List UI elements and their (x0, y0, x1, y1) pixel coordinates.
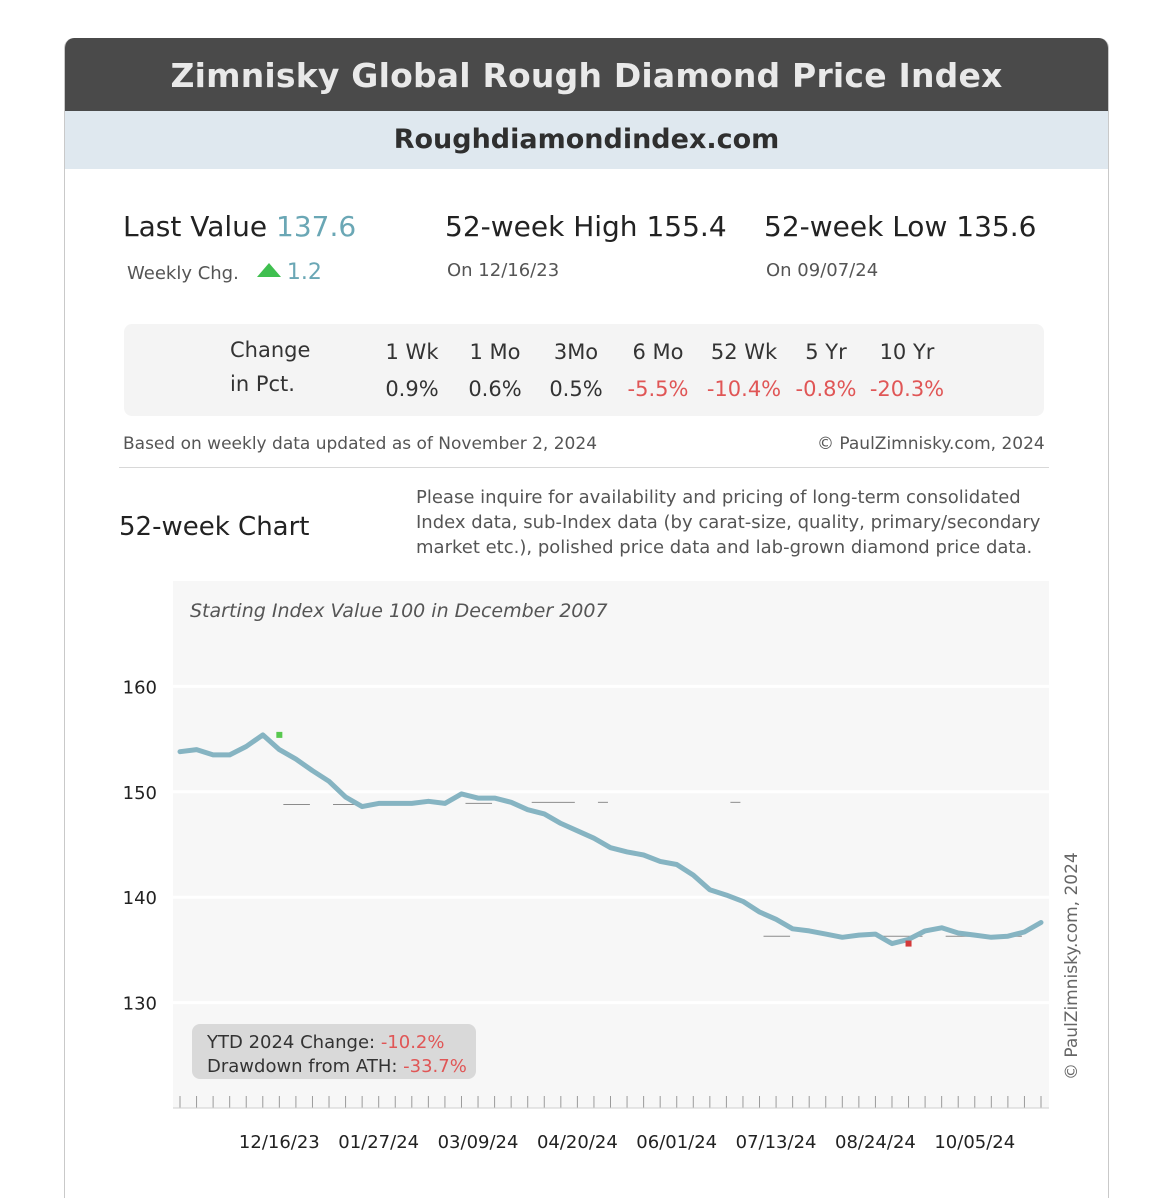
change-col-header: 52 Wk (710, 340, 778, 364)
x-tick-label: 03/09/24 (438, 1132, 519, 1153)
low-date: On 09/07/24 (766, 260, 879, 281)
change-col-header: 6 Mo (632, 340, 684, 364)
change-col-value: 0.9% (385, 377, 439, 401)
low-stat: 52-week Low 135.6 (764, 210, 1036, 243)
ytd-change-value: -10.2% (381, 1032, 445, 1053)
high-label: 52-week High (445, 210, 638, 243)
x-tick-label: 04/20/24 (537, 1132, 618, 1153)
change-col-value: -20.3% (869, 377, 945, 401)
change-col-header: 1 Mo (469, 340, 521, 364)
index-series-line (177, 732, 1044, 947)
summary-box (192, 1024, 476, 1079)
weekly-chg-label: Weekly Chg. (127, 263, 239, 284)
chart-annotation: Starting Index Value 100 in December 200… (190, 600, 608, 622)
drawdown-value: -33.7% (403, 1056, 467, 1077)
change-label-line2: in Pct. (230, 372, 295, 396)
change-col-value: 0.5% (549, 377, 603, 401)
high-point-marker (276, 731, 283, 738)
x-tick-label: 01/27/24 (338, 1132, 419, 1153)
inquire-line-1: Please inquire for availability and pric… (416, 487, 1021, 508)
inquire-line-2: Index data, sub-Index data (by carat-siz… (416, 512, 1041, 533)
plot-area (173, 581, 1049, 1108)
y-tick-label: 140 (123, 888, 157, 909)
x-tick-label: 07/13/24 (736, 1132, 817, 1153)
ytd-change: YTD 2024 Change: -10.2% (206, 1032, 445, 1053)
x-tick-label: 12/16/23 (239, 1132, 320, 1153)
chart-heading: 52-week Chart (119, 512, 310, 542)
x-tick-label: 06/01/24 (636, 1132, 717, 1153)
side-credit: © PaulZimnisky.com, 2024 (1062, 852, 1082, 1080)
change-col-header: 5 Yr (805, 340, 847, 364)
change-col-header: 3Mo (553, 340, 599, 364)
change-col-header: 10 Yr (879, 340, 935, 364)
copyright-note: © PaulZimnisky.com, 2024 (817, 434, 1045, 454)
divider (119, 467, 1049, 468)
updated-note: Based on weekly data updated as of Novem… (123, 434, 598, 454)
change-col-header: 1 Wk (385, 340, 439, 364)
change-table: Change in Pct. 1 Wk 0.9% 1 Mo 0.6% 3Mo 0.5% 6 … (124, 324, 1044, 416)
low-label: 52-week Low (764, 210, 948, 243)
x-tick-label: 10/05/24 (934, 1132, 1015, 1153)
weekly-chg-value: 1.2 (286, 260, 322, 285)
high-date: On 12/16/23 (447, 260, 560, 281)
inquire-line-3: market etc.), polished price data and la… (416, 537, 1033, 558)
low-value: 135.6 (956, 210, 1037, 243)
y-tick-label: 150 (123, 783, 157, 804)
high-stat: 52-week High 155.4 (445, 210, 727, 243)
drawdown: Drawdown from ATH: -33.7% (207, 1056, 467, 1077)
last-value-label: Last Value (123, 210, 268, 243)
up-arrow-icon (256, 263, 281, 277)
ytd-change-label: YTD 2024 Change: (206, 1032, 381, 1053)
change-col-value: -0.8% (795, 377, 857, 401)
change-label-line1: Change (230, 338, 311, 362)
site-subtitle: Roughdiamondindex.com (65, 111, 1108, 169)
last-value: 137.6 (276, 210, 357, 243)
change-col-value: 0.6% (468, 377, 522, 401)
change-col-value: -5.5% (627, 377, 689, 401)
high-value: 155.4 (646, 210, 727, 243)
low-point-marker (905, 940, 912, 947)
change-col-value: -10.4% (706, 377, 782, 401)
y-tick-label: 160 (123, 677, 157, 698)
last-value-stat: Last Value 137.6 (123, 210, 356, 243)
weekly-change: Weekly Chg. 1.2 (127, 260, 322, 285)
y-tick-label: 130 (123, 994, 157, 1015)
x-tick-label: 08/24/24 (835, 1132, 916, 1153)
page-title: Zimnisky Global Rough Diamond Price Inde… (65, 38, 1108, 111)
inquire-note: Please inquire for availability and pric… (416, 485, 1040, 560)
drawdown-label: Drawdown from ATH: (207, 1056, 403, 1077)
